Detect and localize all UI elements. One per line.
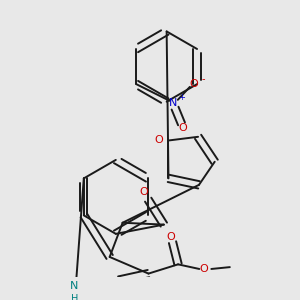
Text: O: O	[200, 264, 208, 274]
Text: -: -	[201, 74, 205, 85]
Text: +: +	[178, 93, 185, 102]
Text: O: O	[155, 136, 164, 146]
Text: O: O	[178, 124, 187, 134]
Text: N: N	[169, 98, 177, 108]
Text: H: H	[71, 293, 78, 300]
Text: N: N	[70, 280, 79, 291]
Text: O: O	[166, 232, 175, 242]
Text: O: O	[189, 79, 198, 89]
Text: O: O	[139, 187, 148, 197]
